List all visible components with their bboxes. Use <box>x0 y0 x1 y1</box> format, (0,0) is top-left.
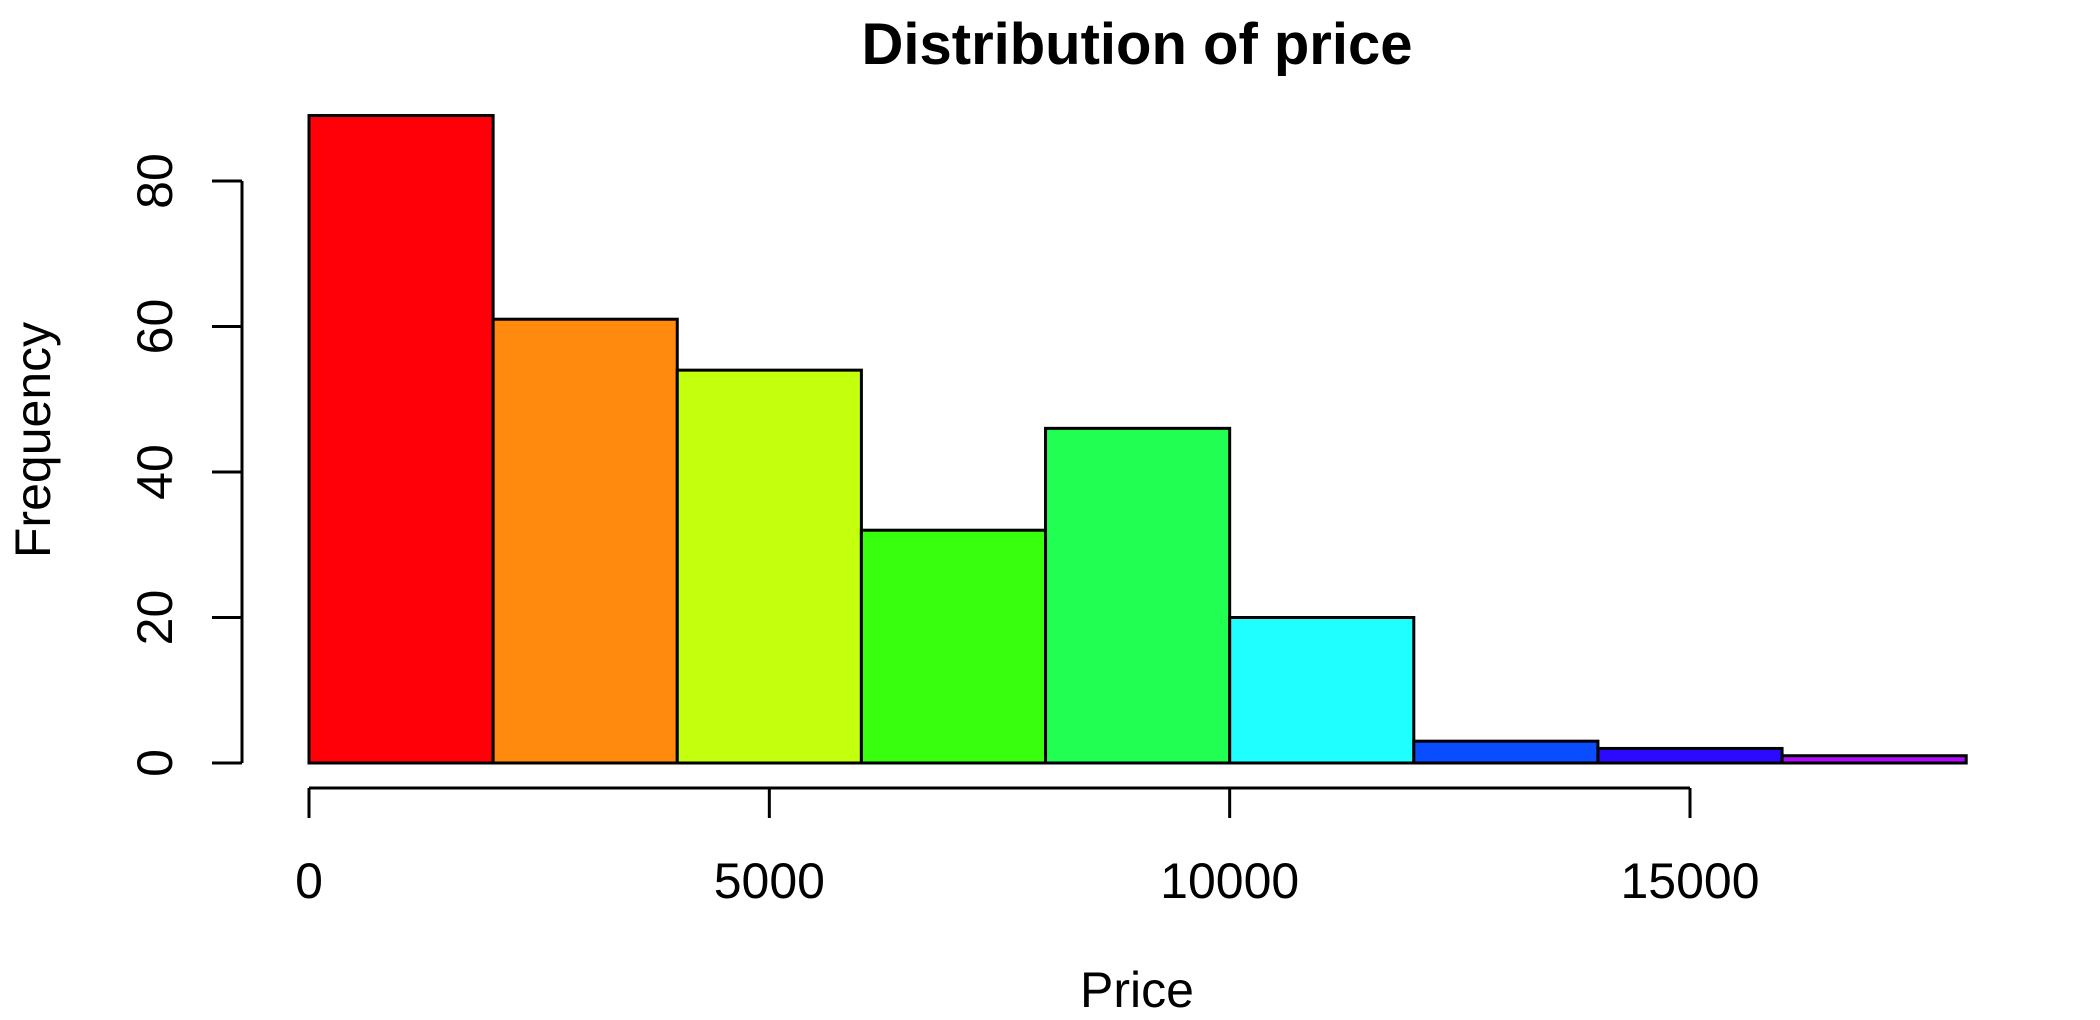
histogram-bar-0 <box>307 114 495 765</box>
histogram-bar-8 <box>1780 754 1968 765</box>
y-tick-label-2: 40 <box>127 444 183 500</box>
y-tick-label-3: 60 <box>127 299 183 355</box>
histogram-bar-4 <box>1044 426 1232 765</box>
histogram-bar-6 <box>1412 739 1600 765</box>
x-tick-label-2: 10000 <box>1160 853 1299 909</box>
y-tick-label-4: 80 <box>127 153 183 209</box>
histogram-bar-2 <box>675 368 863 765</box>
y-axis-label: Frequency <box>5 322 61 558</box>
x-tick-label-3: 15000 <box>1620 853 1759 909</box>
bars-group <box>307 114 1968 765</box>
y-tick-label-1: 20 <box>127 590 183 646</box>
x-tick-label-1: 5000 <box>714 853 825 909</box>
histogram-bar-7 <box>1596 746 1784 765</box>
chart-title: Distribution of price <box>862 12 1413 77</box>
histogram-bar-3 <box>859 528 1048 765</box>
y-axis: 0 20 40 60 80 <box>127 153 244 777</box>
histogram-bar-5 <box>1228 616 1416 765</box>
histogram-bar-1 <box>491 317 679 765</box>
x-axis-label: Price <box>1080 962 1194 1018</box>
x-axis: 0 5000 10000 15000 <box>295 786 1760 909</box>
y-tick-label-0: 0 <box>127 749 183 777</box>
x-tick-label-0: 0 <box>295 853 323 909</box>
